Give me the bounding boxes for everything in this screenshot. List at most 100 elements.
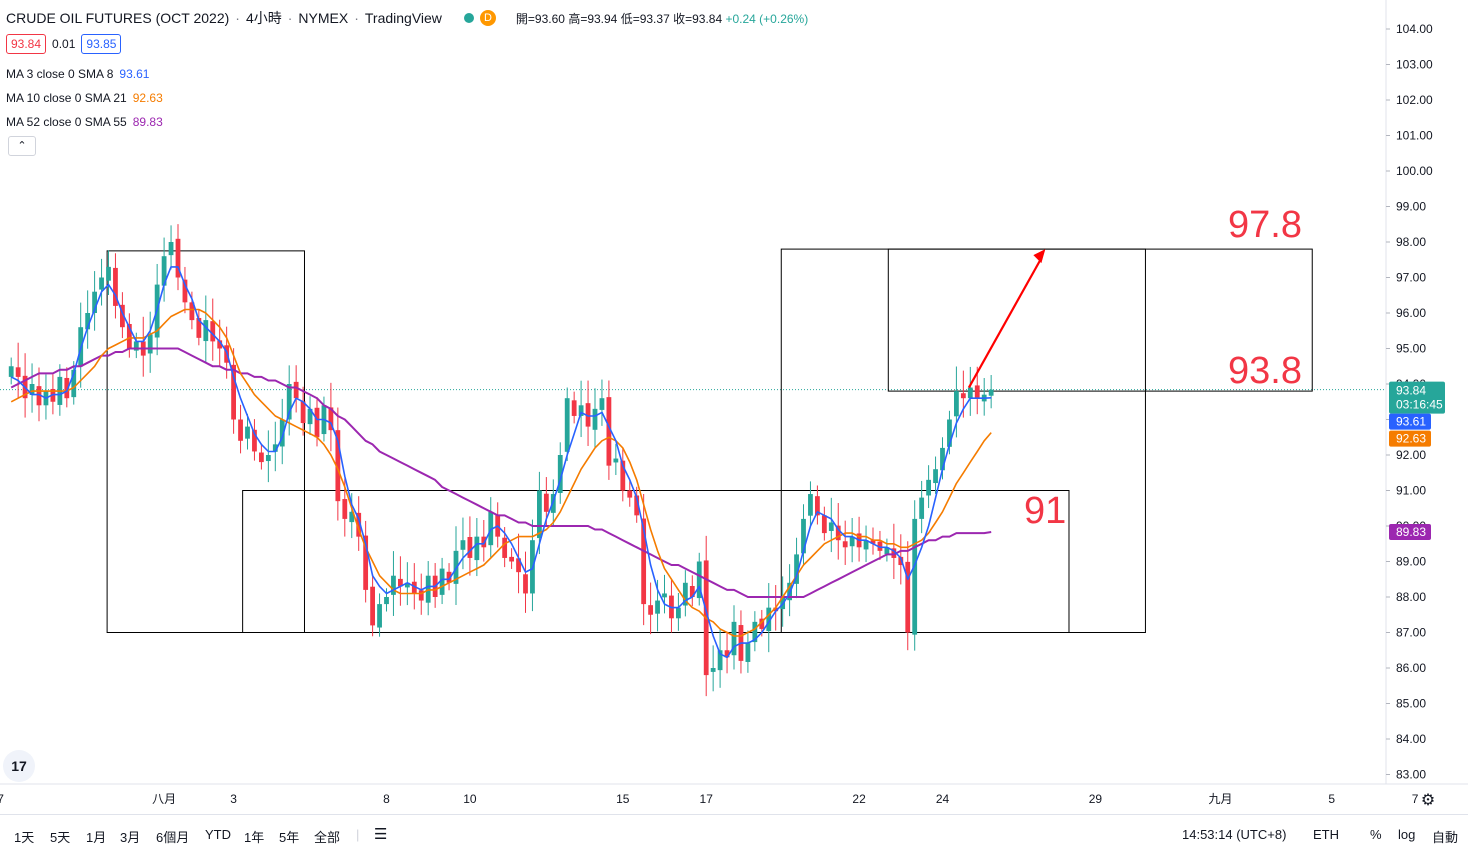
range-button-1y[interactable]: 1年 [244, 830, 265, 845]
candle-body [543, 493, 549, 512]
last-price-label: 93.84 [1396, 384, 1426, 398]
x-tick-label: 29 [1089, 792, 1103, 806]
candle-body [147, 334, 153, 354]
range-button-6m[interactable]: 6個月 [156, 830, 190, 845]
candle-body [99, 277, 104, 290]
percent-scale-button[interactable]: % [1370, 827, 1382, 842]
candle-body [863, 540, 869, 550]
candle-body [717, 650, 723, 671]
range-button-5d[interactable]: 5天 [50, 830, 71, 845]
candle [175, 224, 181, 291]
indicator-legend-ma10[interactable]: MA 10 close 0 SMA 21 92.63 [6, 91, 163, 105]
candle-body [821, 515, 827, 534]
candle [133, 332, 139, 359]
candle [238, 404, 243, 454]
candle-body [161, 256, 167, 286]
auto-scale-button[interactable]: 自動 [1432, 830, 1459, 845]
candle-body [891, 548, 897, 558]
range-button-1m[interactable]: 1月 [86, 830, 107, 845]
candle-body [133, 341, 139, 351]
candle-body [217, 340, 223, 349]
candle-body [919, 497, 925, 519]
delayed-data-badge[interactable]: D [479, 10, 496, 26]
candle-body [592, 408, 598, 430]
gear-icon[interactable]: ⚙ [1421, 792, 1435, 809]
candle-body [516, 558, 521, 573]
x-tick-label: 5 [1328, 792, 1335, 806]
candle [293, 365, 299, 413]
y-tick-label: 102.00 [1396, 93, 1433, 107]
x-tick-label: 3 [230, 792, 237, 806]
buy-price-button[interactable]: 93.85 [81, 34, 122, 54]
y-tick-label: 89.00 [1396, 555, 1426, 569]
candle-body [168, 242, 174, 256]
range-button-all[interactable]: 全部 [314, 830, 341, 845]
candle-body [634, 495, 640, 516]
candle [988, 375, 994, 409]
range-button-1d[interactable]: 1天 [14, 830, 35, 845]
log-scale-button[interactable]: log [1398, 827, 1416, 842]
calendar-range-icon[interactable]: ☰ [374, 826, 388, 843]
candle-body [314, 407, 320, 438]
candle-body [113, 267, 118, 306]
candle [516, 533, 521, 594]
candle-body [696, 561, 702, 599]
candle-body [648, 605, 653, 615]
range-button-ytd[interactable]: YTD [205, 827, 231, 842]
y-tick-label: 92.00 [1396, 448, 1426, 462]
clock-label[interactable]: 14:53:14 (UTC+8) [1182, 827, 1287, 842]
candle [391, 551, 396, 616]
y-tick-label: 104.00 [1396, 22, 1433, 36]
candle [919, 480, 925, 534]
candle-body [967, 387, 973, 399]
close-value: 收=93.84 [673, 11, 723, 26]
candle [738, 610, 744, 674]
range-button-3m[interactable]: 3月 [120, 830, 141, 845]
candle [488, 497, 494, 558]
candle [801, 504, 806, 566]
candle-body [759, 618, 765, 629]
symbol-title[interactable]: CRUDE OIL FUTURES (OCT 2022) [6, 10, 230, 26]
ma-price-badge [1389, 430, 1431, 447]
candle [252, 419, 257, 461]
candle [842, 520, 848, 565]
indicator-legend-ma52[interactable]: MA 52 close 0 SMA 55 89.83 [6, 115, 163, 129]
candle [92, 271, 97, 331]
candle [627, 479, 633, 507]
x-tick-label: 27 [0, 792, 4, 806]
range-button-5y[interactable]: 5年 [279, 830, 300, 845]
y-tick-label: 97.00 [1396, 271, 1426, 285]
candle [8, 357, 14, 385]
candle [64, 367, 70, 408]
sell-price-button[interactable]: 93.84 [6, 34, 47, 54]
candle [745, 630, 751, 673]
candle [877, 530, 883, 561]
candle [808, 481, 813, 527]
y-tick-label: 88.00 [1396, 590, 1426, 604]
candle-body [655, 600, 660, 614]
candle-body [773, 607, 779, 612]
candle-body [36, 386, 42, 406]
candle [766, 583, 772, 653]
candle [286, 365, 292, 436]
tradingview-logo[interactable]: 17 [3, 750, 35, 782]
change-value: +0.24 (+0.26%) [725, 11, 809, 26]
candle-body [954, 391, 959, 417]
candle-body [481, 536, 487, 548]
ohlc-readout: 開=93.60 高=93.94 低=93.37 收=93.84 +0.24 (+… [516, 10, 808, 27]
session-button[interactable]: ETH [1313, 827, 1339, 842]
candle-body [300, 401, 306, 424]
indicator-legend-ma3[interactable]: MA 3 close 0 SMA 8 93.61 [6, 67, 149, 81]
annotation-97-8: 97.8 [1228, 204, 1302, 246]
candle [481, 520, 487, 562]
interval-label[interactable]: 4小時 [245, 10, 282, 26]
candle-body [842, 541, 848, 548]
exchange-label: NYMEX [298, 10, 349, 26]
candle-body [752, 621, 758, 643]
collapse-legend-button[interactable]: ⌃ [8, 136, 36, 156]
candle [815, 485, 820, 525]
candle [557, 442, 563, 504]
candle [689, 575, 695, 607]
chevron-up-icon: ⌃ [17, 140, 27, 152]
